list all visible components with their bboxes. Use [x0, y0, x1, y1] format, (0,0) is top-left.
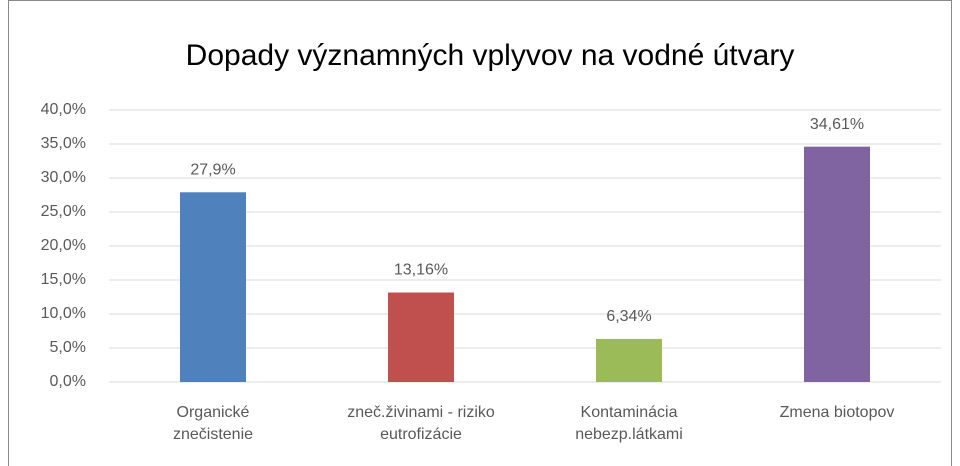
y-tick-label: 10,0% — [41, 305, 86, 322]
y-tick-label: 0,0% — [50, 373, 86, 390]
x-tick-label: Zmena biotopov — [779, 404, 895, 421]
y-tick-label: 25,0% — [41, 203, 86, 220]
bar — [388, 292, 454, 382]
data-label: 13,16% — [394, 262, 448, 279]
data-label: 27,9% — [190, 161, 235, 178]
y-tick-label: 20,0% — [41, 237, 86, 254]
data-label: 34,61% — [810, 116, 864, 133]
chart-title: Dopady významných vplyvov na vodné útvar… — [186, 39, 795, 72]
data-label: 6,34% — [606, 308, 651, 325]
y-tick-label: 15,0% — [41, 271, 86, 288]
y-tick-label: 35,0% — [41, 135, 86, 152]
y-tick-label: 40,0% — [41, 101, 86, 118]
y-tick-label: 5,0% — [50, 339, 86, 356]
bar — [180, 192, 246, 382]
bar — [596, 338, 662, 382]
y-tick-label: 30,0% — [41, 169, 86, 186]
chart-frame — [8, 0, 952, 466]
x-tick-label: Organické znečistenie — [172, 404, 254, 443]
bar — [804, 146, 870, 382]
x-tick-label: Kontaminácia nebezp.látkami — [575, 404, 683, 443]
x-tick-label: zneč.živinami - riziko eutrofizácie — [347, 404, 495, 443]
